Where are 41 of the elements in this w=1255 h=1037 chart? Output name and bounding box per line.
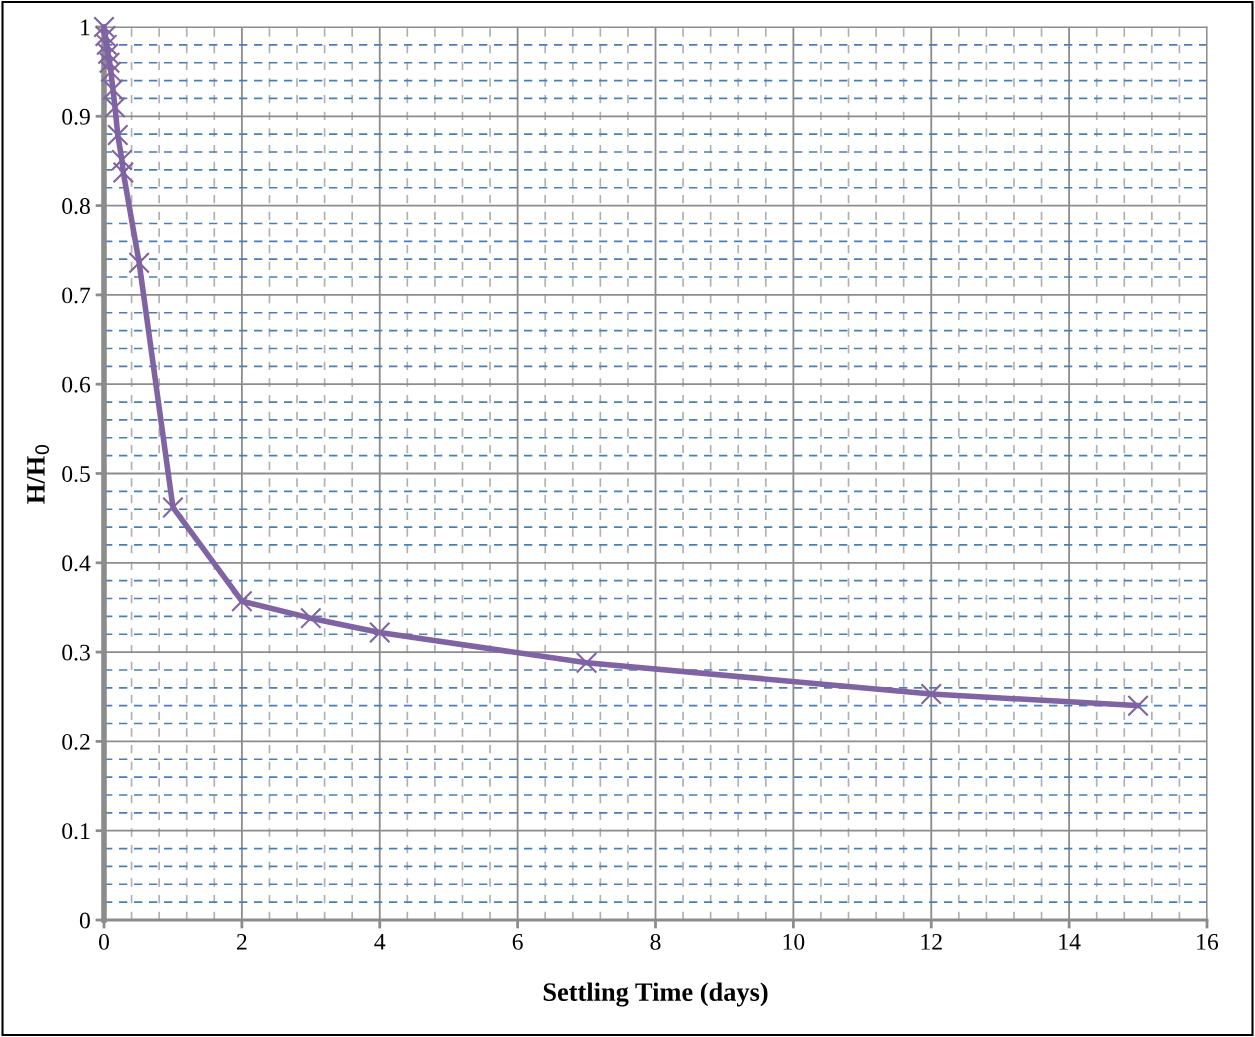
point — [97, 43, 119, 65]
point — [300, 607, 322, 629]
x-axis-title: Settling Time (days) — [543, 982, 768, 1007]
point — [128, 251, 150, 274]
y-tick-label: 0.6 — [62, 376, 91, 393]
y-tick-label: 0.8 — [62, 198, 90, 215]
x-tick-label: 6 — [512, 933, 523, 950]
point — [368, 621, 391, 644]
y-tick-label: 0.5 — [62, 465, 90, 483]
point — [93, 16, 115, 38]
point — [100, 60, 122, 83]
point — [98, 51, 121, 74]
x-tick-label: 2 — [237, 933, 247, 950]
x-tick-label: 10 — [783, 933, 805, 950]
y-tick-label: 1 — [81, 19, 90, 36]
point — [1127, 694, 1149, 717]
y-tick-label: 0.9 — [62, 108, 90, 125]
x-tick-label: 4 — [374, 934, 386, 950]
y-tick-label: 0.7 — [62, 287, 91, 304]
point — [96, 34, 118, 56]
x-tick-label: 16 — [1197, 933, 1219, 950]
point — [102, 78, 124, 101]
point — [94, 25, 117, 47]
x-tick-label: 14 — [1059, 933, 1081, 950]
y-tick-label: 0.1 — [62, 823, 90, 840]
point — [107, 124, 129, 146]
point — [920, 683, 943, 705]
y-tick-label: 0.2 — [62, 733, 90, 750]
point — [112, 161, 135, 184]
y-axis-title: H/H$_{0}$ — [27, 444, 50, 504]
y-tick-label: 0 — [79, 912, 90, 929]
point — [111, 149, 133, 171]
point — [162, 496, 184, 519]
y-tick-label: 0.4 — [62, 555, 91, 572]
point — [575, 652, 598, 674]
y-tick-label: 0.3 — [62, 644, 90, 661]
point — [231, 590, 253, 612]
x-tick-label: 12 — [921, 933, 942, 950]
x-tick-label: 8 — [650, 933, 661, 950]
x-tick-label: 0 — [99, 933, 109, 950]
point — [104, 96, 126, 119]
